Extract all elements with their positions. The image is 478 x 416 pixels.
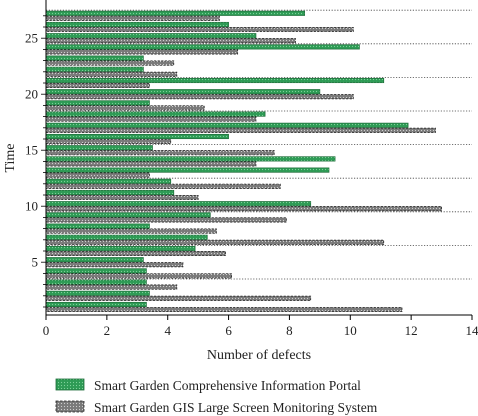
bar-gis [45,105,205,111]
bar-gis [45,38,296,44]
bar-portal [45,145,153,151]
y-axis-title: Time [3,143,18,172]
bar-portal [45,234,208,240]
bar-portal [45,167,330,173]
bar-portal [45,21,229,28]
bar-gis [45,94,354,100]
bar-gis [45,262,184,268]
x-tick-label: 6 [225,323,232,338]
bar-portal [45,111,266,117]
x-tick-label: 0 [43,323,50,338]
bar-gis [45,217,287,223]
bar-portal [45,268,147,274]
bar-gis [45,138,172,145]
bar-portal [45,290,150,296]
bar-gis [45,306,403,313]
y-tick-label: 10 [25,199,38,214]
bar-gis [45,116,257,122]
bar-gis [45,127,436,133]
legend-label-portal: Smart Garden Comprehensive Information P… [94,378,361,393]
legend: Smart Garden Comprehensive Information P… [55,378,378,415]
bar-gis [45,172,150,178]
bar-portal [45,89,321,95]
ticks: 0 2 4 6 8 10 12 14 5 10 15 20 25 [25,15,478,338]
bar-portal [45,66,144,72]
bar-portal [45,10,305,16]
bar-portal [45,223,150,229]
bar-portal [45,77,385,84]
bar-portal [45,301,147,308]
bar-gis [45,194,199,201]
bar-gis [45,250,226,257]
bar-portal [45,257,144,263]
bar-portal [45,156,336,162]
bar-gis [45,150,275,156]
bar-gis [45,239,385,245]
y-tick-label: 20 [25,87,38,102]
legend-swatch-portal [55,378,85,391]
bar-gis [45,26,354,33]
legend-swatch-gis [55,400,85,413]
bar-gis [45,295,312,301]
bar-portal [45,44,360,50]
x-tick-label: 12 [405,323,418,338]
bar-portal [45,201,312,207]
bar-portal [45,178,172,184]
bar-portal [45,133,229,140]
x-tick-label: 2 [104,323,111,338]
separator-grid [46,9,472,280]
bar-portal [45,212,211,218]
x-tick-label: 8 [286,323,293,338]
bar-gis [45,82,150,89]
bar-gis [45,284,178,290]
y-tick-label: 25 [25,31,38,46]
bar-portal [45,33,257,39]
x-tick-label: 4 [164,323,171,338]
bar-portal [45,100,150,106]
x-axis-title: Number of defects [207,348,311,363]
x-tick-label: 14 [466,323,478,338]
bar-portal [45,189,175,196]
bar-portal [45,55,144,61]
bar-gis [45,206,442,212]
bar-portal [45,122,409,128]
bar-gis [45,273,232,279]
bar-gis [45,15,220,21]
bar-portal [45,245,196,252]
bar-gis [45,71,178,77]
bar-portal [45,279,147,285]
bars [45,10,442,313]
bar-gis [45,49,239,55]
legend-label-gis: Smart Garden GIS Large Screen Monitoring… [94,400,378,415]
x-tick-label: 10 [344,323,357,338]
y-tick-label: 5 [32,255,39,270]
bar-gis [45,228,217,234]
bar-gis [45,183,281,189]
bar-gis [45,60,175,66]
y-tick-label: 15 [25,143,38,158]
bar-gis [45,161,257,167]
